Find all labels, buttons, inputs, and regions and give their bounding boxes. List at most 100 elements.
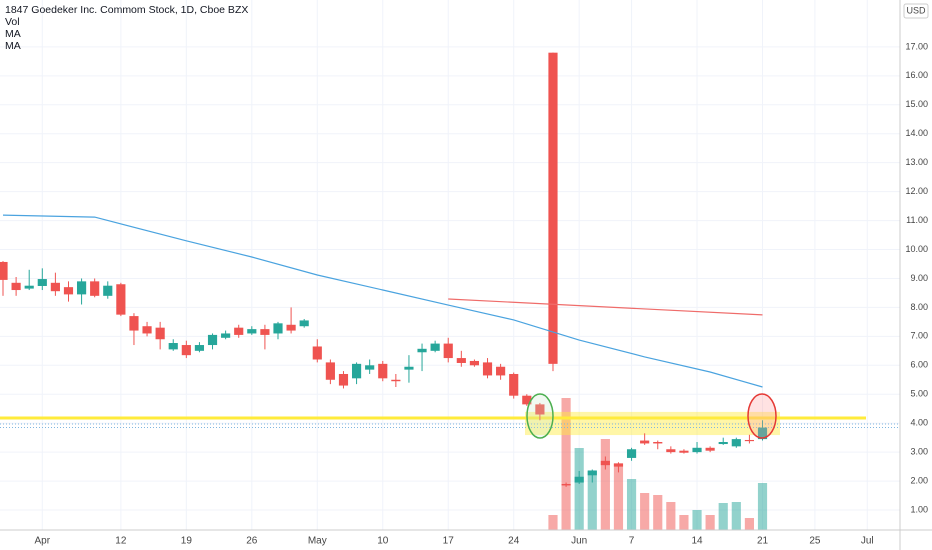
- x-tick-label: 12: [115, 536, 127, 547]
- x-tick-label: 14: [691, 536, 703, 547]
- candle-body: [247, 329, 257, 334]
- y-tick-label: 16.00: [905, 70, 928, 80]
- candle-body: [718, 442, 728, 445]
- y-tick-label: 6.00: [910, 360, 928, 370]
- candle-body: [404, 366, 414, 370]
- candle-body: [338, 373, 349, 386]
- volume-bar: [679, 515, 689, 530]
- candle-body: [351, 363, 362, 379]
- candle-body: [129, 316, 139, 331]
- volume-bar: [692, 510, 702, 530]
- candle-body: [37, 279, 47, 286]
- candle-body: [207, 334, 218, 346]
- candle-body: [168, 343, 178, 350]
- volume-bar: [626, 479, 637, 530]
- candle-body: [430, 343, 440, 351]
- volume-bar: [718, 503, 728, 530]
- candle-body: [482, 362, 493, 376]
- volume-bar: [640, 493, 650, 530]
- y-tick-label: 4.00: [910, 418, 928, 428]
- y-tick-label: 12.00: [905, 186, 928, 196]
- candle-body: [63, 287, 74, 295]
- y-tick-label: 13.00: [905, 157, 928, 167]
- x-tick-label: 26: [246, 536, 258, 547]
- red-ellipse: [747, 393, 777, 439]
- candle-body: [378, 363, 388, 379]
- candle-body: [50, 282, 60, 292]
- volume-bar: [744, 518, 754, 530]
- x-tick-label: 19: [181, 536, 193, 547]
- candle-body: [757, 427, 768, 440]
- candle-body: [221, 333, 231, 338]
- y-tick-label: 9.00: [910, 273, 928, 283]
- candle-body: [443, 343, 453, 359]
- candle-body: [522, 395, 532, 405]
- candle-body: [90, 281, 100, 296]
- candle-body: [325, 362, 335, 380]
- volume-bar: [666, 502, 676, 530]
- candle-body: [509, 373, 519, 396]
- candle-body: [11, 282, 21, 291]
- y-tick-label: 14.00: [905, 128, 928, 138]
- moving-average: [448, 298, 763, 316]
- candle-body: [574, 476, 584, 483]
- x-tick-label: Jun: [571, 536, 587, 547]
- candle-body: [365, 365, 375, 370]
- y-tick-label: 11.00: [906, 215, 928, 225]
- volume-bar: [600, 439, 610, 530]
- candle-body: [731, 439, 741, 447]
- candle-body: [679, 450, 689, 453]
- candle-body: [456, 358, 466, 363]
- indicator-label: MA: [5, 40, 21, 52]
- volume-bar: [561, 398, 571, 530]
- candle-body: [24, 285, 34, 289]
- y-tick-label: 1.00: [910, 504, 928, 514]
- candle-body: [312, 346, 322, 360]
- candle-body: [234, 327, 244, 335]
- y-tick-label: 17.00: [905, 41, 928, 51]
- indicator-label: Vol: [5, 16, 20, 28]
- candle-body: [561, 483, 571, 486]
- candle-body: [548, 52, 558, 364]
- x-tick-label: May: [308, 536, 327, 547]
- volume-bar: [653, 495, 663, 530]
- candle-body: [76, 281, 87, 295]
- currency-label: USD: [906, 5, 926, 15]
- indicator-label: MA: [5, 28, 21, 40]
- x-tick-label: 24: [508, 536, 520, 547]
- candle-body: [181, 345, 191, 356]
- candle-body: [273, 323, 283, 334]
- candle-body: [391, 379, 401, 382]
- x-tick-label: Jul: [861, 536, 874, 547]
- chart-title: 1847 Goedeker Inc. Commom Stock, 1D, Cbo…: [5, 4, 248, 16]
- candle-body: [600, 460, 610, 466]
- candle-body: [705, 447, 715, 451]
- volume-bar: [757, 483, 768, 530]
- y-tick-label: 10.00: [905, 244, 928, 254]
- candle-body: [744, 439, 754, 442]
- x-tick-label: Apr: [35, 536, 51, 547]
- y-tick-label: 8.00: [910, 302, 928, 312]
- candle-body: [587, 470, 597, 476]
- volume-bar: [613, 463, 624, 530]
- candles: [0, 52, 768, 487]
- candle-body: [496, 366, 506, 376]
- y-tick-label: 3.00: [910, 447, 928, 457]
- candle-body: [417, 348, 427, 353]
- x-tick-label: 7: [629, 536, 635, 547]
- candle-body: [286, 324, 296, 331]
- volume-bar: [731, 502, 741, 530]
- volume-bar: [548, 515, 558, 530]
- y-tick-label: 2.00: [910, 475, 928, 485]
- currency-box: [903, 3, 929, 19]
- candle-body: [116, 284, 126, 315]
- candle-body: [142, 326, 152, 334]
- moving-average: [2, 214, 763, 388]
- candle-body: [692, 447, 702, 453]
- x-tick-label: 21: [757, 536, 769, 547]
- candle-body: [626, 449, 637, 458]
- candle-body: [469, 360, 480, 366]
- candle-body: [299, 320, 309, 327]
